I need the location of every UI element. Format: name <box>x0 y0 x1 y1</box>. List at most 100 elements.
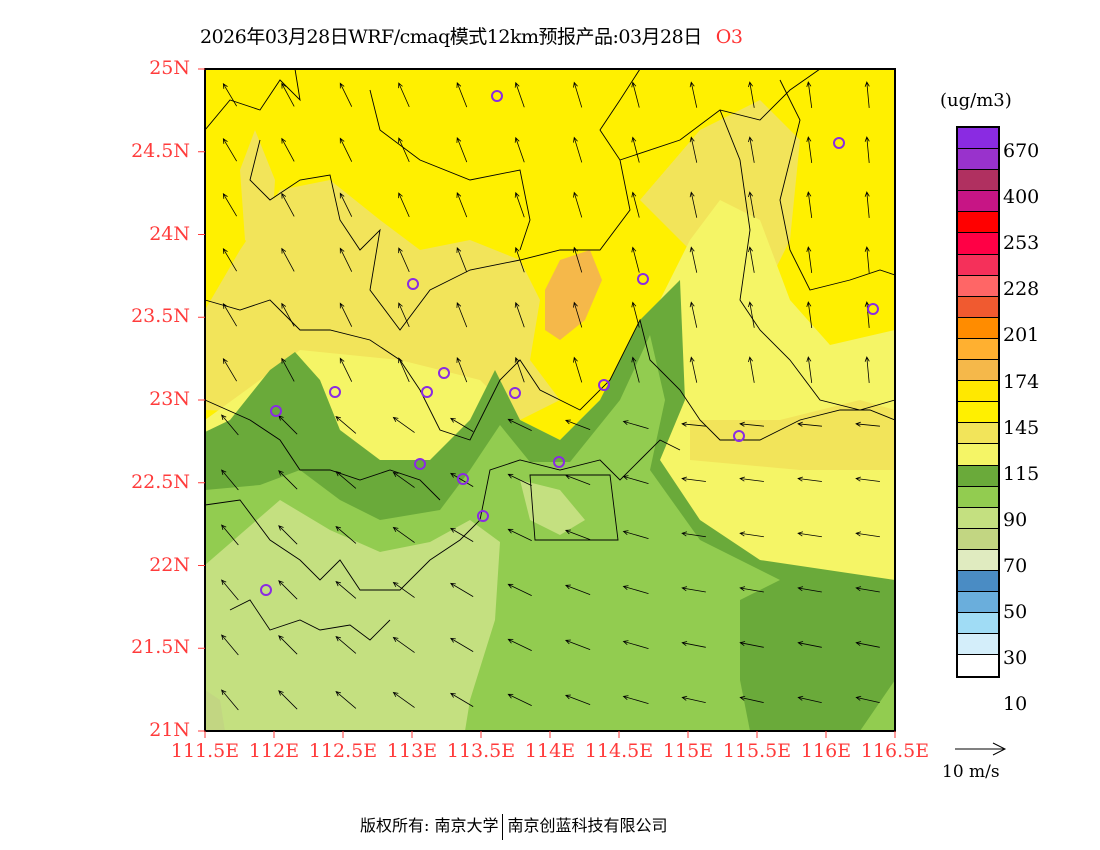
wind-arrow <box>689 246 698 273</box>
wind-arrow <box>864 356 870 383</box>
wind-arrow <box>507 473 532 487</box>
wind-arrow <box>739 476 764 482</box>
lon-label: 116E <box>800 740 852 762</box>
wind-arrow <box>748 136 755 163</box>
wind-arrow <box>855 476 880 482</box>
legend-swatch <box>958 634 998 656</box>
wind-arrow <box>450 637 474 652</box>
wind-arrow <box>514 246 525 273</box>
footer-divider <box>502 813 504 840</box>
lon-label: 114E <box>524 740 576 762</box>
lon-label: 114.5E <box>584 740 654 762</box>
wind-arrow <box>573 301 583 328</box>
wind-arrow <box>335 690 357 709</box>
wind-arrow <box>797 586 822 593</box>
wind-arrow <box>622 585 649 595</box>
wind-reference-label: 10 m/s <box>942 762 1000 782</box>
wind-arrow <box>278 635 298 655</box>
lon-label: 112E <box>248 740 300 762</box>
legend-swatch <box>958 212 998 234</box>
wind-arrow <box>564 584 591 596</box>
wind-arrow <box>564 419 591 431</box>
wind-arrow <box>855 695 880 703</box>
legend-swatch <box>958 296 998 318</box>
wind-arrow <box>748 301 755 328</box>
wind-arrow <box>456 247 468 273</box>
wind-arrow <box>564 639 591 651</box>
lon-label: 113E <box>386 740 438 762</box>
legend-label: 670 <box>1003 140 1040 162</box>
wind-arrow <box>864 136 870 163</box>
wind-arrow <box>398 302 410 328</box>
wind-arrow <box>748 246 755 273</box>
wind-arrow <box>514 81 525 108</box>
legend-swatch <box>958 423 998 445</box>
legend-label: 174 <box>1003 370 1040 393</box>
lat-label: 21N <box>149 719 190 741</box>
wind-arrow <box>689 136 698 163</box>
legend-swatch <box>958 149 998 171</box>
wind-arrow <box>564 474 591 486</box>
wind-arrow <box>221 414 239 436</box>
wind-arrow <box>806 136 813 163</box>
legend-label: 30 <box>1003 647 1028 670</box>
legend-swatch <box>958 549 998 571</box>
wind-arrow <box>631 301 640 328</box>
wind-arrow <box>507 583 532 597</box>
legend-swatch <box>958 528 998 550</box>
lon-label: 115E <box>662 740 714 762</box>
legend-swatch <box>958 444 998 466</box>
wind-arrow <box>398 192 410 218</box>
wind-arrow <box>281 192 295 217</box>
wind-arrow <box>281 302 295 327</box>
lat-label: 21.5N <box>131 636 190 659</box>
legend-label: 201 <box>1003 324 1040 347</box>
legend-swatch <box>958 655 998 677</box>
wind-arrow <box>573 136 583 163</box>
copyright-owner: 版权所有: 南京大学 <box>360 816 499 835</box>
wind-arrow <box>748 81 755 108</box>
wind-arrow <box>806 301 813 328</box>
wind-arrow <box>398 247 410 273</box>
wind-arrow <box>221 634 239 656</box>
wind-arrow <box>392 581 415 598</box>
wind-arrow <box>222 358 238 382</box>
wind-arrow <box>392 416 415 433</box>
axis-ticks <box>198 68 896 738</box>
wind-arrow <box>392 636 415 653</box>
wind-arrow <box>739 586 764 593</box>
wind-arrow <box>748 191 755 218</box>
legend-swatch <box>958 507 998 529</box>
wind-arrow <box>278 525 298 545</box>
wind-arrow <box>335 525 357 544</box>
wind-arrow <box>681 586 706 593</box>
wind-arrow <box>281 357 295 382</box>
lat-label: 22.5N <box>131 470 190 493</box>
legend-swatch <box>958 381 998 403</box>
wind-arrow <box>339 82 353 107</box>
wind-arrow <box>681 531 706 538</box>
wind-arrow <box>631 81 640 108</box>
wind-arrow <box>564 529 591 541</box>
title-text: 2026年03月28日WRF/cmaq模式12km预报产品:03月28日 <box>200 26 702 48</box>
copyright-footer: 版权所有: 南京大学 南京创蓝科技有限公司 <box>360 812 668 840</box>
wind-arrow <box>278 470 298 490</box>
legend-label: 90 <box>1003 508 1028 531</box>
admin-boundaries <box>204 68 896 641</box>
legend-swatch <box>958 191 998 213</box>
wind-arrow <box>631 191 640 218</box>
wind-arrow <box>564 694 591 706</box>
wind-arrow <box>739 695 764 703</box>
wind-arrow <box>864 301 870 328</box>
wind-arrow <box>681 695 706 703</box>
wind-arrow <box>748 356 755 383</box>
wind-arrow <box>864 191 870 218</box>
color-legend <box>956 126 1000 679</box>
wind-arrow <box>689 81 698 108</box>
legend-label: 253 <box>1003 232 1040 255</box>
wind-arrow <box>339 137 353 162</box>
wind-arrow <box>335 415 357 434</box>
wind-arrow <box>450 417 474 432</box>
